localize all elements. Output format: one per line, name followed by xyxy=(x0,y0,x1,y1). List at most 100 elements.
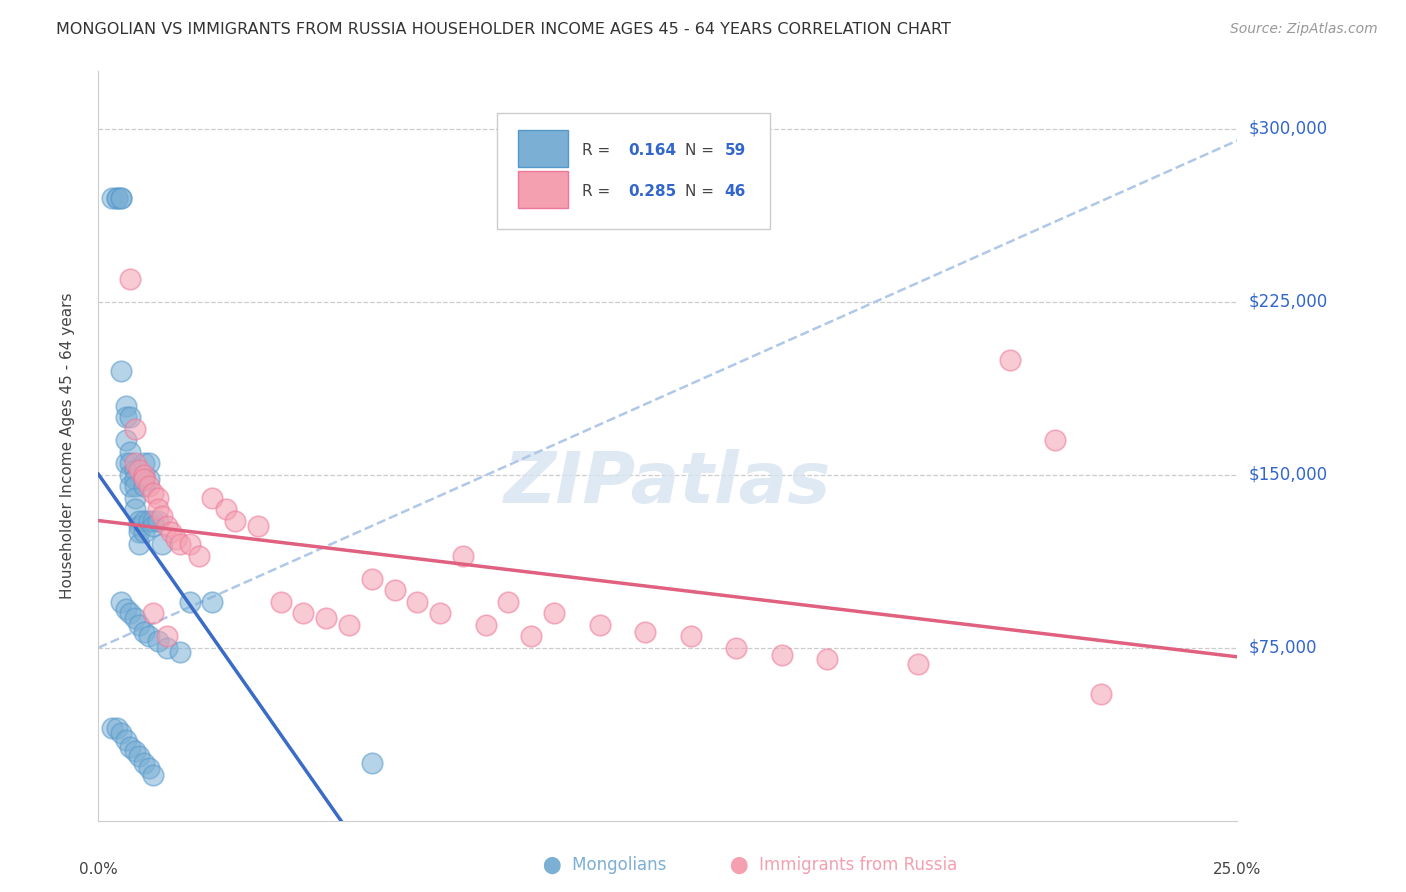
Point xyxy=(105,191,128,205)
Y-axis label: Householder Income Ages 45 - 64 years: Householder Income Ages 45 - 64 years xyxy=(60,293,75,599)
Text: 46: 46 xyxy=(725,184,747,199)
Point xyxy=(360,572,382,586)
Point xyxy=(110,364,132,378)
Point xyxy=(201,491,224,505)
Point xyxy=(124,456,146,470)
FancyBboxPatch shape xyxy=(517,130,568,167)
Point xyxy=(132,514,155,528)
Text: Source: ZipAtlas.com: Source: ZipAtlas.com xyxy=(1230,22,1378,37)
Point xyxy=(215,502,238,516)
Point xyxy=(998,352,1021,367)
Text: R =: R = xyxy=(582,184,616,199)
Point xyxy=(451,549,474,563)
Point xyxy=(110,726,132,740)
Point xyxy=(679,629,702,643)
Point xyxy=(128,617,150,632)
Point xyxy=(120,739,142,754)
Point xyxy=(114,456,136,470)
Text: $75,000: $75,000 xyxy=(1249,639,1317,657)
Point xyxy=(132,479,155,493)
Point xyxy=(132,756,155,770)
Point xyxy=(156,640,179,655)
Point xyxy=(406,594,429,608)
Point xyxy=(120,272,142,286)
Point xyxy=(179,537,201,551)
Point xyxy=(725,640,748,655)
Point xyxy=(360,756,382,770)
Point xyxy=(124,611,146,625)
Point xyxy=(474,617,496,632)
Point xyxy=(132,525,155,540)
Point xyxy=(124,422,146,436)
Point xyxy=(201,594,224,608)
Point xyxy=(138,472,160,486)
Text: R =: R = xyxy=(582,143,616,158)
Point xyxy=(132,624,155,639)
Point xyxy=(142,518,165,533)
Text: ZIPatlas: ZIPatlas xyxy=(505,449,831,518)
Point xyxy=(498,594,520,608)
Point xyxy=(114,733,136,747)
Text: ⬤  Immigrants from Russia: ⬤ Immigrants from Russia xyxy=(730,856,957,874)
FancyBboxPatch shape xyxy=(517,171,568,208)
Point xyxy=(120,479,142,493)
Point xyxy=(128,518,150,533)
Point xyxy=(179,594,201,608)
Point xyxy=(142,486,165,500)
Point xyxy=(132,456,155,470)
Point xyxy=(105,722,128,736)
Point xyxy=(101,722,124,736)
Point xyxy=(101,191,124,205)
Point xyxy=(105,191,128,205)
Text: 0.164: 0.164 xyxy=(628,143,676,158)
Point xyxy=(128,514,150,528)
Point xyxy=(384,583,406,598)
Point xyxy=(138,514,160,528)
Text: $300,000: $300,000 xyxy=(1249,120,1327,138)
Point xyxy=(128,749,150,764)
Point xyxy=(815,652,838,666)
Point xyxy=(246,518,269,533)
Point xyxy=(120,467,142,482)
Point xyxy=(110,191,132,205)
Point xyxy=(169,537,191,551)
Text: $150,000: $150,000 xyxy=(1249,466,1327,483)
Point xyxy=(120,606,142,620)
Point xyxy=(907,657,929,671)
Point xyxy=(156,518,179,533)
Point xyxy=(770,648,793,662)
Point xyxy=(124,491,146,505)
Point xyxy=(120,444,142,458)
Point xyxy=(128,463,150,477)
Point xyxy=(124,744,146,758)
Point xyxy=(169,645,191,659)
Point xyxy=(337,617,360,632)
Point xyxy=(1090,687,1112,701)
Point xyxy=(138,479,160,493)
Point xyxy=(124,502,146,516)
Text: $225,000: $225,000 xyxy=(1249,293,1327,311)
FancyBboxPatch shape xyxy=(498,112,770,228)
Point xyxy=(142,606,165,620)
Point xyxy=(160,525,183,540)
Point xyxy=(292,606,315,620)
Text: 25.0%: 25.0% xyxy=(1213,863,1261,877)
Point xyxy=(114,434,136,448)
Point xyxy=(146,633,169,648)
Point xyxy=(132,472,155,486)
Text: 0.285: 0.285 xyxy=(628,184,676,199)
Point xyxy=(520,629,543,643)
Text: ⬤  Mongolians: ⬤ Mongolians xyxy=(543,856,666,874)
Point xyxy=(156,629,179,643)
Point xyxy=(114,601,136,615)
Point xyxy=(120,410,142,425)
Point xyxy=(138,456,160,470)
Point xyxy=(132,472,155,486)
Point xyxy=(114,410,136,425)
Point xyxy=(588,617,610,632)
Point xyxy=(146,491,169,505)
Point xyxy=(124,472,146,486)
Point xyxy=(114,399,136,413)
Point xyxy=(224,514,246,528)
Point xyxy=(142,514,165,528)
